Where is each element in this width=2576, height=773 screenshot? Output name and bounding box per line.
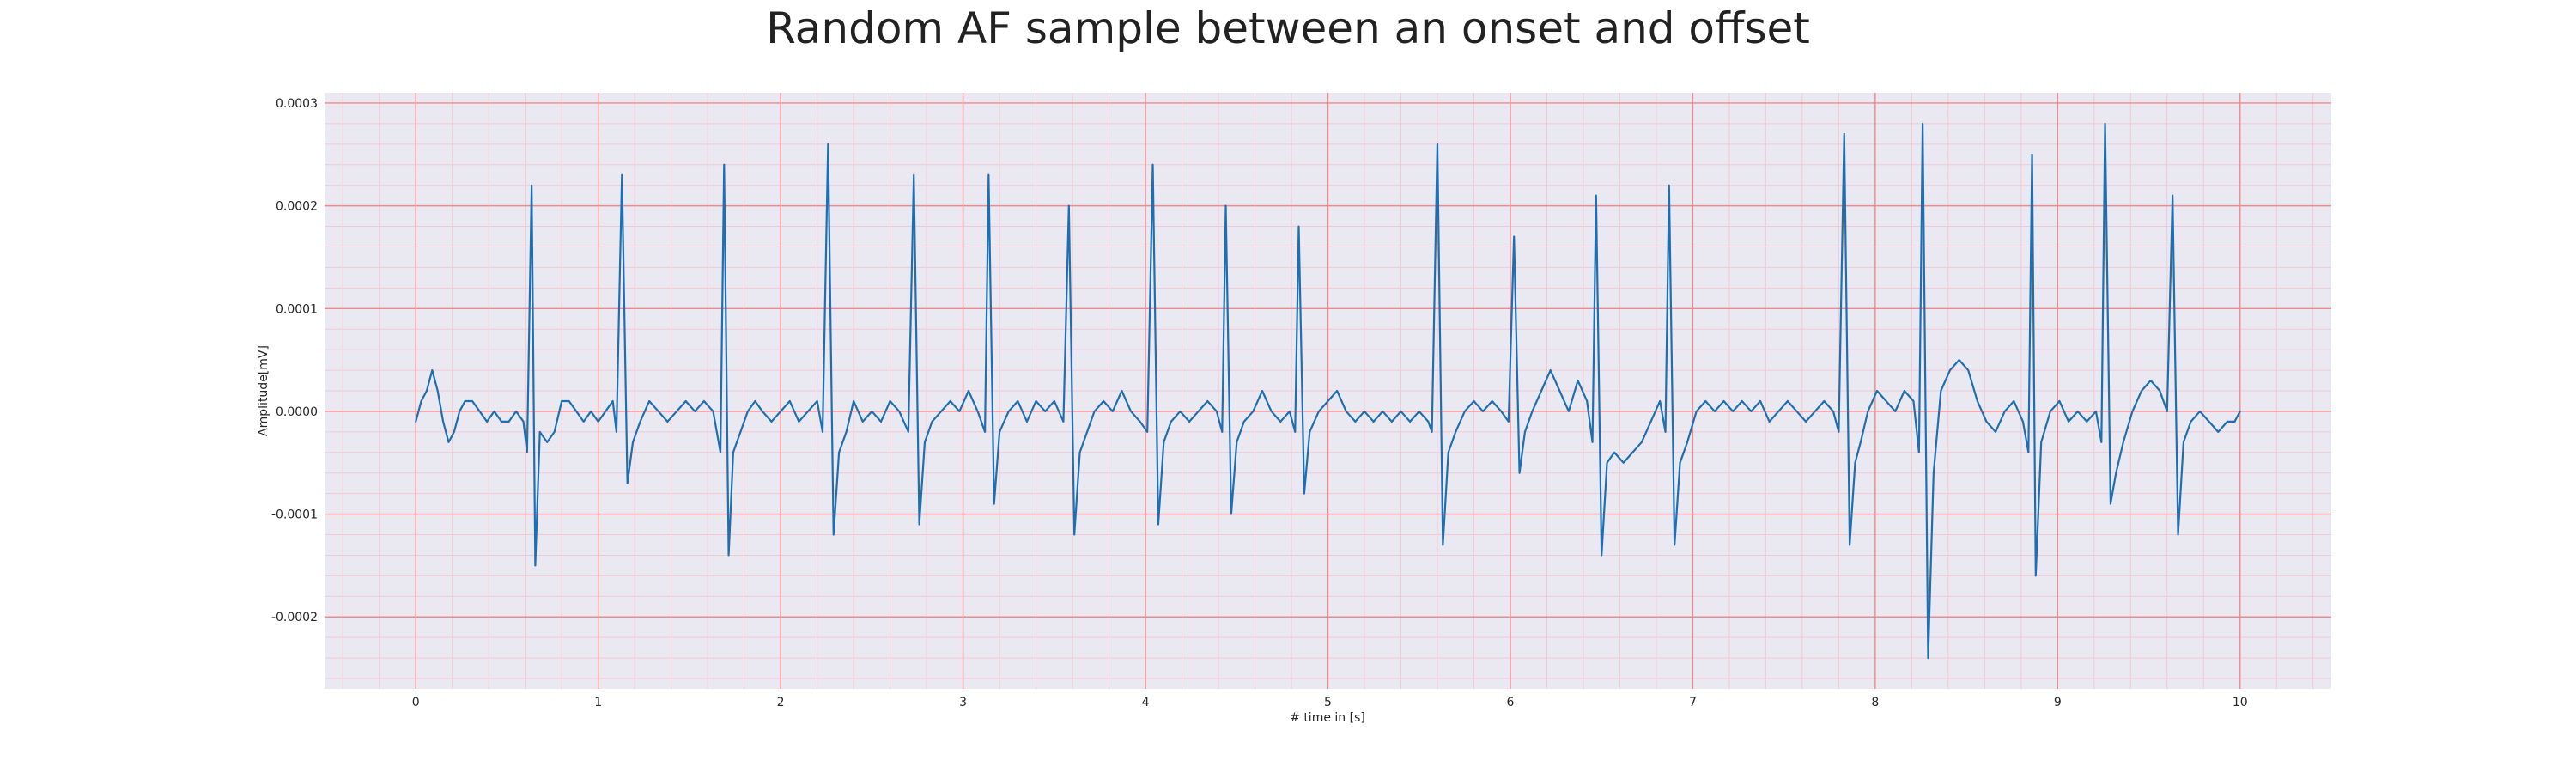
y-tick-label: 0.0002 <box>276 200 318 214</box>
x-tick-label: 4 <box>1142 696 1150 709</box>
x-tick-label: 2 <box>777 696 785 709</box>
series-layer <box>415 122 2241 660</box>
y-tick-label: 0.0003 <box>276 97 318 111</box>
x-axis-label: # time in [s] <box>1290 711 1365 725</box>
y-tick-label: -0.0001 <box>271 508 318 522</box>
x-tick-label: 10 <box>2233 696 2248 709</box>
y-tick-label: 0.0001 <box>276 302 318 316</box>
x-tick-label: 7 <box>1689 696 1697 709</box>
y-axis-ticks: -0.0002 -0.0001 0.0000 0.0001 0.0002 0.0003 <box>271 97 318 624</box>
y-tick-label: 0.0000 <box>276 405 318 419</box>
y-tick-label: -0.0002 <box>271 611 318 624</box>
series-line <box>415 122 2241 660</box>
x-tick-label: 1 <box>594 696 602 709</box>
x-tick-label: 9 <box>2054 696 2062 709</box>
chart-title: Random AF sample between an onset and of… <box>766 3 1810 53</box>
x-tick-label: 0 <box>412 696 420 709</box>
x-axis-ticks: 0 1 2 3 4 5 6 7 8 9 10 <box>412 696 2248 709</box>
x-tick-label: 6 <box>1506 696 1514 709</box>
x-tick-label: 8 <box>1871 696 1879 709</box>
x-tick-label: 3 <box>959 696 967 709</box>
y-axis-label: Amplitude[mV] <box>257 345 270 436</box>
x-tick-label: 5 <box>1324 696 1332 709</box>
